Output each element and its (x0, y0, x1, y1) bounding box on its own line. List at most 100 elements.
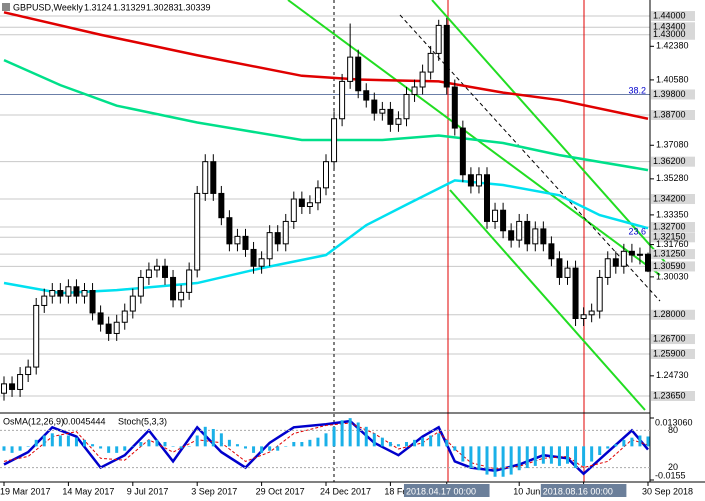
x-tick-label: 19 Mar 2017 (0, 486, 51, 496)
level-label-box (651, 89, 695, 100)
osma-bar (557, 446, 561, 466)
osma-bar (646, 436, 650, 447)
fib-label: 23.6 (628, 226, 646, 236)
candle-body (331, 118, 338, 163)
candle-body (298, 198, 305, 207)
candle-body (371, 99, 378, 114)
osma-bar (606, 446, 610, 449)
osma-bar (244, 446, 247, 449)
trend-line (399, 14, 661, 302)
level-label-box (651, 309, 695, 320)
candle-body (588, 310, 595, 316)
level-label-box (651, 22, 695, 33)
osma-bar (235, 444, 239, 447)
candle-body (121, 310, 128, 323)
osma-value: 0.0045444 (63, 416, 106, 426)
candle-body (162, 265, 168, 278)
osma-bar (211, 428, 215, 447)
osma-bar (614, 444, 618, 447)
osma-bar (139, 442, 143, 447)
candle-body (475, 174, 482, 187)
osma-bar (324, 433, 328, 447)
candle-body (234, 235, 241, 245)
y-tick-label: 1.35280 (656, 173, 689, 183)
osma-bar (316, 437, 320, 447)
candle-body (628, 250, 635, 256)
osma-bar (131, 446, 135, 447)
candle-body (572, 267, 579, 320)
candle-body (395, 118, 402, 125)
osc-tick-label: 0.013060 (655, 417, 693, 427)
level-label-box (651, 348, 695, 359)
osma-bar (469, 446, 473, 469)
osma-bar (574, 446, 578, 469)
candle-body (250, 248, 257, 267)
level-label: 1.43400 (653, 22, 686, 32)
candle-body (540, 228, 547, 245)
candle-body (451, 86, 458, 129)
candle-body (484, 174, 490, 222)
osma-bar (340, 420, 344, 447)
candle-body (580, 314, 587, 320)
open: 1.3124 (84, 2, 112, 12)
osma-bar (356, 422, 360, 447)
osma-bar (380, 437, 384, 447)
osma-bar (18, 446, 22, 451)
level-label: 1.39800 (653, 89, 686, 99)
level-label: 1.26700 (653, 333, 686, 343)
osma-bar (26, 446, 30, 447)
level-label: 1.32700 (653, 221, 686, 231)
candle-body (306, 202, 313, 207)
candle-body (17, 374, 24, 390)
y-tick-label: 1.24730 (656, 370, 689, 380)
x-tick-label: 24 Dec 2017 (320, 486, 371, 496)
osma-bar (107, 446, 111, 453)
osma-bar (252, 446, 256, 453)
osma-bar (219, 433, 223, 447)
osma-bar (179, 446, 183, 449)
osma-bar (99, 446, 103, 449)
osma-bar (413, 439, 417, 447)
y-tick-label: 1.42380 (656, 41, 689, 51)
osma-bar (533, 446, 537, 466)
osma-bar (429, 435, 433, 447)
candle-body (419, 71, 426, 88)
level-label: 1.34200 (653, 193, 686, 203)
osc-header: OsMA(12,26,9) 0.0045444 Stoch(5,3,3) (3, 416, 167, 426)
osma-bar (372, 433, 376, 447)
osma-bar (74, 437, 78, 447)
candle-body (620, 250, 627, 267)
y-tick-label: 1.31760 (656, 239, 689, 249)
level-label: 1.38700 (653, 109, 686, 119)
moving-average (3, 58, 649, 172)
candle-body (97, 312, 104, 325)
candle-body (636, 253, 643, 256)
level-label: 1.36200 (653, 156, 686, 166)
candle-body (435, 24, 442, 54)
candle-body (81, 290, 88, 297)
candle-body (89, 290, 96, 314)
osma-bar (364, 426, 368, 447)
candle-body (411, 86, 418, 95)
candle-body (443, 24, 450, 88)
candle-body (145, 269, 152, 278)
moving-average (3, 179, 649, 295)
osma-bar (525, 446, 529, 469)
stoch-name: Stoch(5,3,3) (118, 416, 167, 426)
candle-body (186, 269, 193, 293)
candle-body (459, 127, 466, 176)
candle-body (1, 383, 7, 394)
candle-body (403, 93, 410, 120)
osma-bar (638, 435, 642, 447)
osma-bar (195, 435, 199, 447)
candle-body (290, 198, 297, 222)
channel-line (431, 0, 666, 263)
header: GBPUSD,Weekly 1.3124 1.31329 1.30283 1.3… (2, 2, 211, 12)
osma-bar (115, 446, 119, 453)
osma-bar (421, 437, 425, 447)
osma-bar (549, 446, 553, 464)
y-tick-label: 1.33350 (656, 209, 689, 219)
osma-bar (123, 446, 127, 451)
